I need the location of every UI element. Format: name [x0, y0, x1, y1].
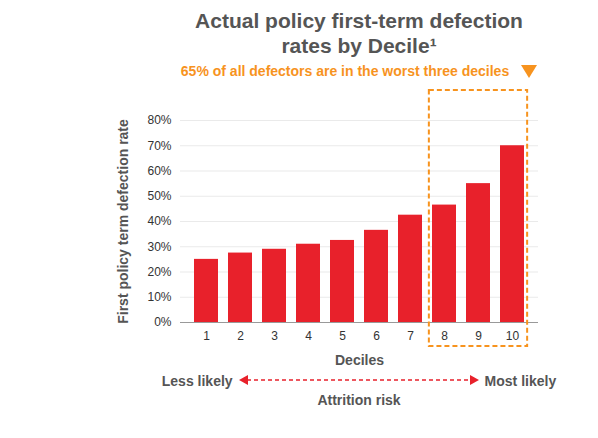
svg-text:6: 6 [373, 329, 380, 343]
svg-text:50%: 50% [147, 189, 171, 203]
html-text:Less likely: Less likely [161, 373, 233, 389]
svg-text:First policy term defection ra: First policy term defection rate [115, 119, 131, 324]
html-text:65% of all defectors are in th: 65% of all defectors are in the worst th… [180, 63, 510, 79]
svg-text:30%: 30% [147, 240, 171, 254]
svg-text:8: 8 [441, 329, 448, 343]
svg-text:10%: 10% [147, 290, 171, 304]
svg-text:10: 10 [506, 329, 520, 343]
svg-text:1: 1 [203, 329, 210, 343]
svg-text:4: 4 [305, 329, 312, 343]
svg-text:3: 3 [271, 329, 278, 343]
svg-text:70%: 70% [147, 139, 171, 153]
html-text:Most likely: Most likely [484, 373, 557, 389]
html-text:Actual policy first-term defec: Actual policy first-term defection rates… [195, 9, 523, 57]
svg-text:40%: 40% [147, 214, 171, 228]
svg-text:80%: 80% [147, 113, 171, 127]
svg-text:20%: 20% [147, 265, 171, 279]
svg-text:2: 2 [237, 329, 244, 343]
svg-text:7: 7 [407, 329, 414, 343]
html-text:Attrition risk: Attrition risk [317, 392, 401, 408]
svg-text:Deciles: Deciles [335, 352, 384, 368]
svg-text:5: 5 [339, 329, 346, 343]
svg-text:60%: 60% [147, 164, 171, 178]
svg-text:9: 9 [475, 329, 482, 343]
svg-text:0%: 0% [154, 315, 172, 329]
